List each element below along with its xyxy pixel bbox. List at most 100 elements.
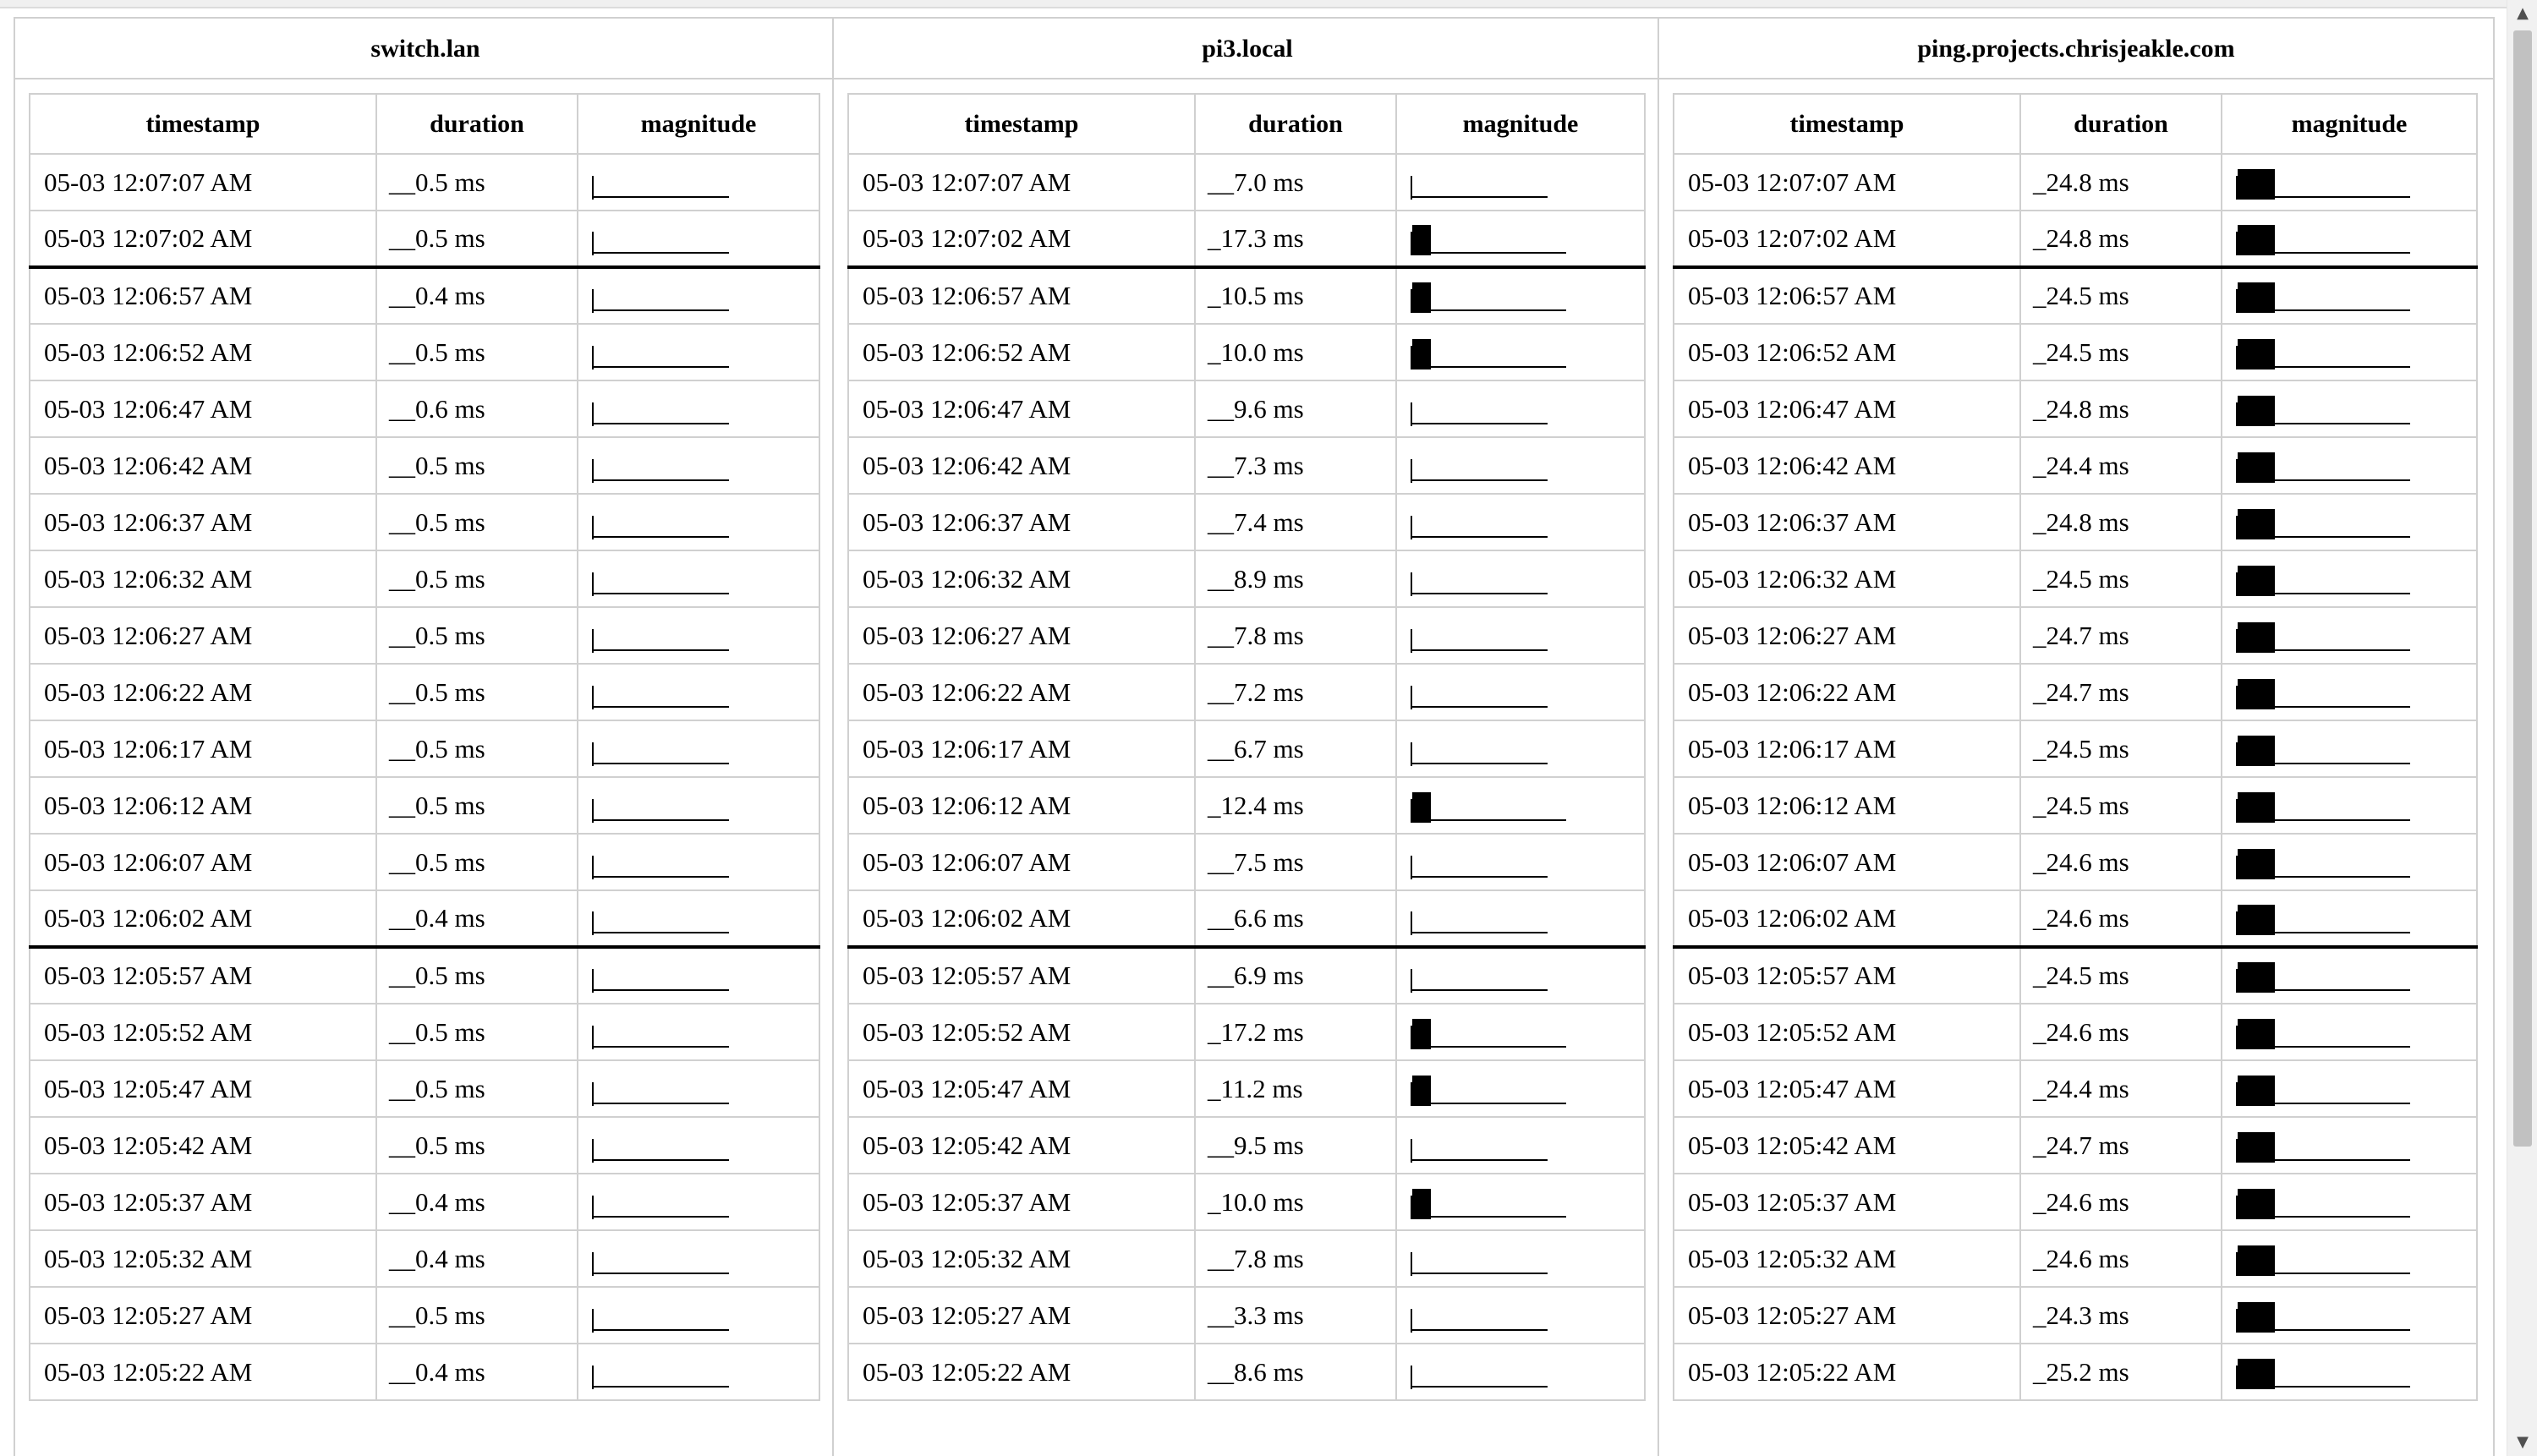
magnitude-tick xyxy=(2236,345,2238,369)
duration-cell: __7.0 ms xyxy=(1194,153,1397,211)
host-column: pi3.local timestamp duration magnitude 05-03… xyxy=(832,17,1663,1456)
magnitude-bar xyxy=(1411,392,1548,426)
duration-padding: __ xyxy=(1208,506,1234,537)
magnitude-baseline xyxy=(2275,762,2410,764)
magnitude-tick xyxy=(2236,628,2238,653)
magnitude-cell xyxy=(1395,1343,1646,1401)
magnitude-cell xyxy=(2221,1116,2478,1174)
magnitude-fill xyxy=(2238,508,2275,539)
duration-unit: ms xyxy=(454,1300,485,1330)
table-row: 05-03 12:05:52 AM _24.6 ms xyxy=(1673,1003,2478,1061)
duration-value: 6.6 xyxy=(1234,903,1267,933)
duration-padding: _ xyxy=(2033,1073,2047,1103)
duration-padding: __ xyxy=(1208,450,1234,480)
duration-cell: __0.5 ms xyxy=(375,776,578,835)
timestamp-cell: 05-03 12:05:57 AM xyxy=(29,945,377,1004)
duration-value: 24.6 xyxy=(2046,903,2092,933)
magnitude-tick xyxy=(592,402,594,426)
magnitude-bar xyxy=(1411,1355,1548,1389)
duration-value: 25.2 xyxy=(2046,1356,2092,1387)
magnitude-tick xyxy=(1411,685,1412,709)
duration-unit: ms xyxy=(1273,337,1304,367)
duration-cell: __0.4 ms xyxy=(375,1173,578,1231)
timestamp-cell: 05-03 12:06:22 AM xyxy=(847,663,1196,721)
duration-value: 0.5 xyxy=(415,167,448,197)
magnitude-baseline xyxy=(594,195,729,198)
magnitude-fill xyxy=(1412,282,1431,314)
vertical-scrollbar[interactable]: ▲ ▼ xyxy=(2507,0,2537,1456)
duration-cell: _24.8 ms xyxy=(2019,210,2222,268)
table-row: 05-03 12:07:02 AM _24.8 ms xyxy=(1673,210,2478,268)
magnitude-cell xyxy=(577,210,820,268)
timestamp-cell: 05-03 12:05:42 AM xyxy=(1673,1116,2021,1174)
magnitude-baseline xyxy=(2275,932,2410,934)
magnitude-fill xyxy=(2238,452,2275,483)
magnitude-baseline xyxy=(1431,252,1566,255)
magnitude-baseline xyxy=(594,1158,729,1161)
magnitude-tick xyxy=(2236,232,2238,256)
magnitude-bar xyxy=(592,222,729,256)
timestamp-cell: 05-03 12:05:32 AM xyxy=(847,1229,1196,1288)
magnitude-cell xyxy=(2221,153,2478,211)
magnitude-cell xyxy=(577,493,820,551)
magnitude-baseline xyxy=(2275,592,2410,594)
duration-value: 7.5 xyxy=(1234,846,1267,877)
magnitude-baseline xyxy=(594,309,729,312)
magnitude-baseline xyxy=(2275,1102,2410,1104)
duration-padding: __ xyxy=(389,1186,415,1217)
duration-unit: ms xyxy=(2098,450,2129,480)
magnitude-bar xyxy=(592,901,729,936)
timestamp-cell: 05-03 12:05:22 AM xyxy=(847,1343,1196,1401)
duration-unit: ms xyxy=(454,620,485,650)
duration-padding: __ xyxy=(389,790,415,820)
table-row: 05-03 12:05:57 AM __6.9 ms xyxy=(847,945,1646,1004)
magnitude-cell xyxy=(2221,1059,2478,1118)
host-column: ping.projects.chrisjeakle.com timestamp du… xyxy=(1658,17,2495,1456)
duration-unit: ms xyxy=(2098,733,2129,764)
magnitude-fill xyxy=(2238,962,2275,993)
top-divider xyxy=(0,0,2507,8)
duration-cell: _24.8 ms xyxy=(2019,380,2222,438)
magnitude-cell xyxy=(577,1229,820,1288)
magnitude-bar xyxy=(1411,959,1548,993)
scroll-up-icon[interactable]: ▲ xyxy=(2517,4,2529,22)
magnitude-bar xyxy=(592,1072,729,1106)
duration-value: 0.5 xyxy=(415,790,448,820)
duration-value: 0.5 xyxy=(415,506,448,537)
duration-value: 0.5 xyxy=(415,1073,448,1103)
duration-padding: _ xyxy=(2033,733,2047,764)
magnitude-tick xyxy=(1411,1251,1412,1276)
timestamp-cell: 05-03 12:06:52 AM xyxy=(29,323,377,381)
magnitude-cell xyxy=(577,1059,820,1118)
magnitude-baseline xyxy=(594,932,729,934)
magnitude-cell xyxy=(1395,380,1646,438)
duration-padding: __ xyxy=(389,1300,415,1330)
timestamp-cell: 05-03 12:05:42 AM xyxy=(847,1116,1196,1174)
magnitude-tick xyxy=(2236,798,2238,823)
timestamp-cell: 05-03 12:05:27 AM xyxy=(29,1286,377,1344)
table-row: 05-03 12:06:57 AM _24.5 ms xyxy=(1673,265,2478,325)
duration-padding: _ xyxy=(2033,450,2047,480)
scroll-down-icon[interactable]: ▼ xyxy=(2517,1433,2529,1451)
magnitude-bar xyxy=(592,1015,729,1049)
magnitude-cell xyxy=(577,1173,820,1231)
duration-value: 24.3 xyxy=(2046,1300,2092,1330)
duration-padding: __ xyxy=(1208,961,1234,990)
duration-padding: __ xyxy=(1208,563,1234,594)
scrollbar-thumb[interactable] xyxy=(2513,30,2532,1147)
magnitude-bar xyxy=(2236,562,2410,596)
duration-cell: __7.2 ms xyxy=(1194,663,1397,721)
magnitude-cell xyxy=(1395,153,1646,211)
magnitude-cell xyxy=(1395,1286,1646,1344)
duration-unit: ms xyxy=(454,223,485,253)
magnitude-cell xyxy=(577,1003,820,1061)
magnitude-baseline xyxy=(1431,309,1566,312)
magnitude-bar xyxy=(2236,166,2410,200)
timestamp-cell: 05-03 12:06:27 AM xyxy=(29,606,377,665)
magnitude-baseline xyxy=(1412,649,1548,651)
magnitude-bar xyxy=(2236,732,2410,766)
magnitude-bar xyxy=(1411,619,1548,653)
host-title: pi3.local xyxy=(834,19,1661,79)
magnitude-baseline xyxy=(2275,1045,2410,1048)
magnitude-baseline xyxy=(1412,535,1548,538)
